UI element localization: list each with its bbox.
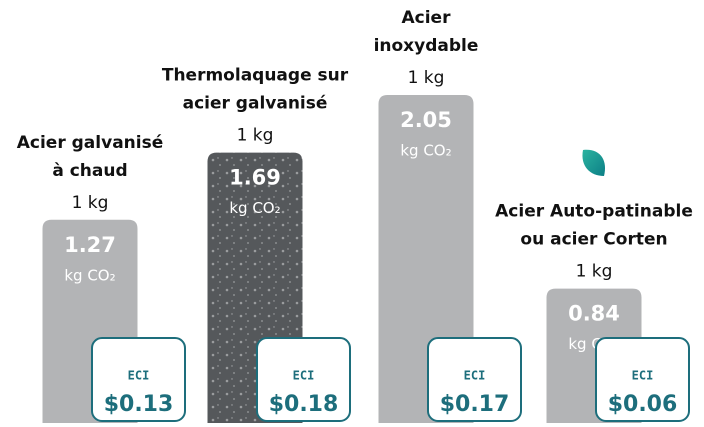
eci-label: ECI xyxy=(293,369,315,383)
eci-value: $0.17 xyxy=(440,392,510,417)
chart: 1.27 kg CO₂ 1 kg Acier galvanisé à chaud ECI $… xyxy=(0,0,704,423)
category-label: Thermolaquage sur xyxy=(162,66,349,86)
category-label: acier galvanisé xyxy=(183,94,328,114)
page: {"chart_data": {"type": "bar", "categori… xyxy=(0,0,704,423)
eci-value: $0.06 xyxy=(608,392,678,417)
unit-label: kg CO₂ xyxy=(229,199,280,217)
category-label: à chaud xyxy=(52,161,127,181)
eci-label: ECI xyxy=(128,369,150,383)
quantity-label: 1 kg xyxy=(408,68,445,88)
category-label: inoxydable xyxy=(374,36,479,56)
value-label: 1.69 xyxy=(229,166,281,190)
unit-label: kg CO₂ xyxy=(400,142,451,160)
eci-label: ECI xyxy=(464,369,486,383)
value-label: 0.84 xyxy=(568,302,620,326)
value-label: 2.05 xyxy=(400,108,452,132)
category-label: ou acier Corten xyxy=(520,230,667,250)
eci-value: $0.13 xyxy=(104,392,174,417)
quantity-label: 1 kg xyxy=(576,262,613,282)
eci-value: $0.18 xyxy=(269,392,339,417)
unit-label: kg CO₂ xyxy=(64,266,115,284)
quantity-label: 1 kg xyxy=(237,126,274,146)
quantity-label: 1 kg xyxy=(72,193,109,213)
category-label: Acier galvanisé xyxy=(17,133,164,153)
value-label: 1.27 xyxy=(64,233,116,257)
category-label: Acier Auto-patinable xyxy=(495,202,693,222)
leaf-icon xyxy=(582,150,605,176)
category-label: Acier xyxy=(402,8,452,28)
eci-label: ECI xyxy=(632,369,654,383)
